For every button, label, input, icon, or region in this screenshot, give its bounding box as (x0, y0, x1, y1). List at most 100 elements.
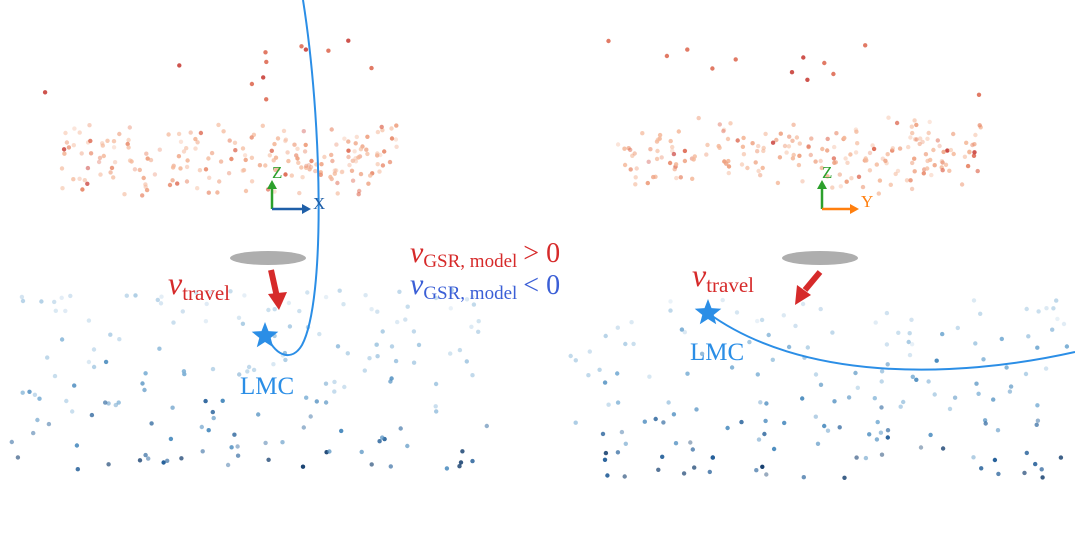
particle (71, 143, 77, 148)
particle (87, 123, 92, 128)
particle (739, 419, 744, 425)
particle (66, 145, 72, 150)
particle (820, 146, 825, 152)
legend-entry: vGSR, model < 0 (410, 268, 560, 304)
particle (726, 170, 731, 176)
particle (260, 123, 265, 128)
particle (622, 474, 627, 479)
particle (309, 158, 314, 164)
particle (885, 362, 890, 367)
particle (832, 144, 837, 150)
particle (158, 301, 164, 306)
particle (206, 190, 211, 195)
particle (350, 178, 356, 183)
particle (297, 308, 302, 314)
particle (977, 123, 982, 128)
particle (180, 309, 185, 314)
particle (433, 295, 439, 301)
particle (64, 140, 70, 145)
particle (181, 149, 187, 154)
particle (301, 425, 306, 430)
particle (1036, 309, 1041, 314)
particle (628, 147, 633, 152)
particle (375, 354, 380, 359)
particle (735, 138, 740, 143)
symbol: v (410, 268, 424, 301)
particle (271, 158, 276, 163)
particle (947, 406, 953, 412)
particle (761, 148, 766, 154)
z-axis-head (267, 180, 277, 189)
particle (352, 149, 357, 154)
particle (168, 436, 174, 442)
particle (449, 287, 454, 293)
particle (79, 151, 84, 156)
particle (98, 172, 103, 177)
particle (758, 400, 763, 405)
particle (198, 130, 204, 136)
travel-arrow (802, 270, 823, 292)
object-label: LMC (240, 373, 294, 400)
particle (797, 153, 802, 158)
particle (339, 428, 344, 434)
x-axis-head (302, 204, 311, 214)
particle (920, 139, 925, 145)
particle (781, 313, 786, 318)
particle (888, 182, 893, 187)
particle (318, 172, 323, 177)
particle (232, 140, 238, 145)
particle (395, 319, 400, 325)
particle (89, 412, 95, 418)
particle (764, 472, 769, 477)
particle (870, 143, 875, 148)
axis-label: Z (822, 163, 832, 182)
particle (632, 151, 637, 156)
particle (340, 169, 345, 174)
particle (893, 171, 898, 177)
particle (872, 396, 877, 401)
particle (710, 455, 715, 460)
particle (379, 124, 384, 130)
particle (299, 44, 304, 49)
particle (243, 188, 249, 194)
particle (670, 148, 675, 153)
particle (171, 320, 176, 325)
particle (314, 399, 319, 404)
particle (366, 181, 371, 186)
particle (721, 128, 726, 134)
particle (873, 320, 878, 325)
particle (878, 430, 884, 435)
particle (358, 171, 364, 177)
particle (694, 407, 699, 412)
particle (356, 155, 361, 160)
particle (264, 59, 269, 65)
lmc-star (694, 299, 722, 325)
particle (411, 360, 417, 365)
particle (124, 293, 129, 298)
particle (654, 156, 660, 162)
particle (615, 450, 621, 455)
lmc-star (251, 322, 279, 348)
particle (682, 158, 688, 164)
particle (801, 475, 806, 480)
particle (721, 127, 727, 132)
particle (242, 153, 248, 158)
particle (937, 143, 942, 149)
particle (800, 301, 806, 307)
particle (654, 139, 660, 144)
particle (37, 396, 42, 401)
particle (883, 158, 888, 163)
particle (914, 122, 919, 128)
particle (204, 301, 209, 307)
particle (280, 440, 285, 445)
particle (182, 371, 187, 377)
particle (1061, 321, 1067, 327)
particle (837, 425, 842, 430)
particle (951, 131, 956, 137)
particle (825, 136, 830, 142)
particle (668, 299, 673, 304)
particle (42, 90, 48, 95)
particle (323, 381, 329, 386)
particle (717, 122, 722, 127)
particle (962, 154, 968, 159)
